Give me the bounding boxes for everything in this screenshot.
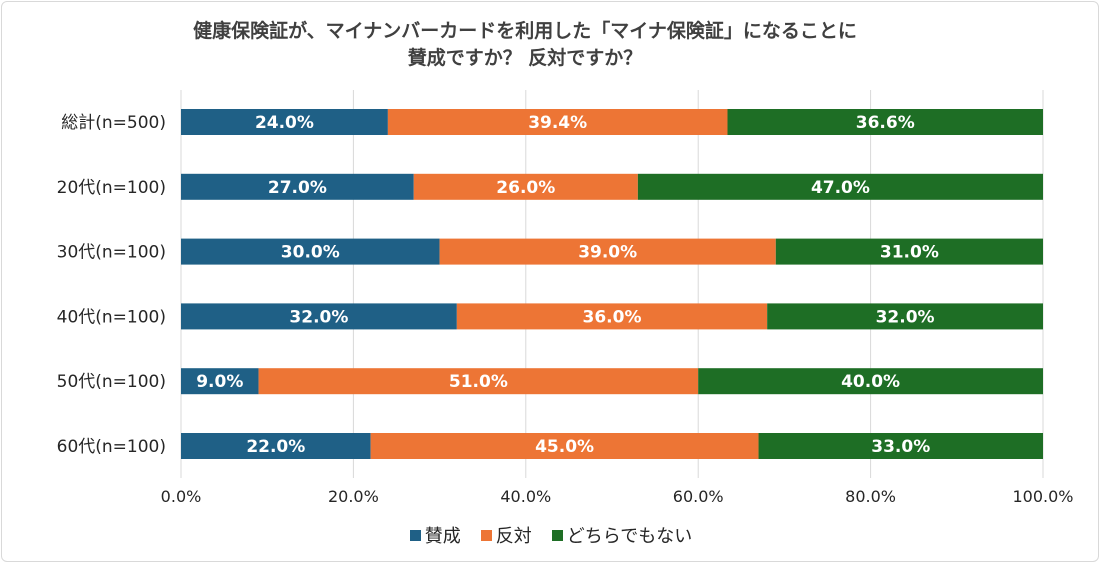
category-label: 60代(n=100) [57,437,166,457]
bar-segment [775,238,1043,265]
bar-segment [181,303,457,330]
data-label: 47.0% [811,178,870,198]
data-label: 27.0% [268,178,327,198]
data-label: 24.0% [255,113,314,133]
bar-segment [727,109,1043,135]
legend-swatch [480,529,492,541]
legend-label: 賛成 [424,526,461,547]
data-label: 36.6% [856,113,915,133]
legend-swatch [409,529,421,541]
category-label: 20代(n=100) [57,178,166,198]
data-label: 40.0% [841,372,900,392]
x-tick-label: 40.0% [500,487,551,506]
x-tick-label: 0.0% [161,487,202,506]
bar-segment [181,368,259,395]
category-label: 50代(n=100) [57,372,166,392]
chart-title-line2: 賛成ですか？ 反対ですか？ [407,47,643,69]
x-tick-label: 100.0% [1012,487,1073,506]
bar-segment [387,109,728,135]
data-label: 22.0% [246,437,305,457]
data-label: 30.0% [281,243,340,263]
data-label: 32.0% [876,307,935,327]
x-tick-label: 60.0% [673,487,724,506]
bar-segment [370,433,759,459]
data-label: 51.0% [449,372,508,392]
bar-segment [181,433,371,459]
legend-label: どちらでもない [566,526,693,547]
bar-segment [758,433,1043,459]
category-label: 40代(n=100) [57,307,166,327]
x-tick-label: 20.0% [328,487,379,506]
chart-title: 健康保険証が、マイナンバーカードを利用した「マイナ保険証」になることに 賛成です… [0,18,1050,72]
data-label: 26.0% [496,178,555,198]
data-label: 32.0% [289,307,348,327]
legend-item: どちらでもない [551,522,693,548]
data-label: 39.0% [578,243,637,263]
bar-segment [456,303,768,330]
category-label: 30代(n=100) [57,243,166,263]
bar-segment [181,173,414,200]
category-label: 総計(n=500) [61,113,166,133]
data-label: 9.0% [196,372,243,392]
data-label: 31.0% [880,243,939,263]
legend-item: 反対 [480,522,532,548]
data-label: 39.4% [528,113,587,133]
bar-segment [181,109,388,135]
bar-segment [181,238,440,265]
x-tick-label: 80.0% [845,487,896,506]
bar-segment [439,238,776,265]
data-label: 45.0% [535,437,594,457]
bar-segment [698,368,1043,395]
legend-item: 賛成 [409,522,461,548]
legend-label: 反対 [495,526,532,547]
bar-segment [637,173,1043,200]
data-label: 36.0% [583,307,642,327]
chart-title-line1: 健康保険証が、マイナンバーカードを利用した「マイナ保険証」になることに [193,20,857,42]
legend-swatch [551,529,563,541]
bar-segment [413,173,638,200]
bar-segment [258,368,699,395]
data-label: 33.0% [871,437,930,457]
bar-segment [767,303,1043,330]
chart-legend: 賛成 反対 どちらでもない [0,522,1102,548]
